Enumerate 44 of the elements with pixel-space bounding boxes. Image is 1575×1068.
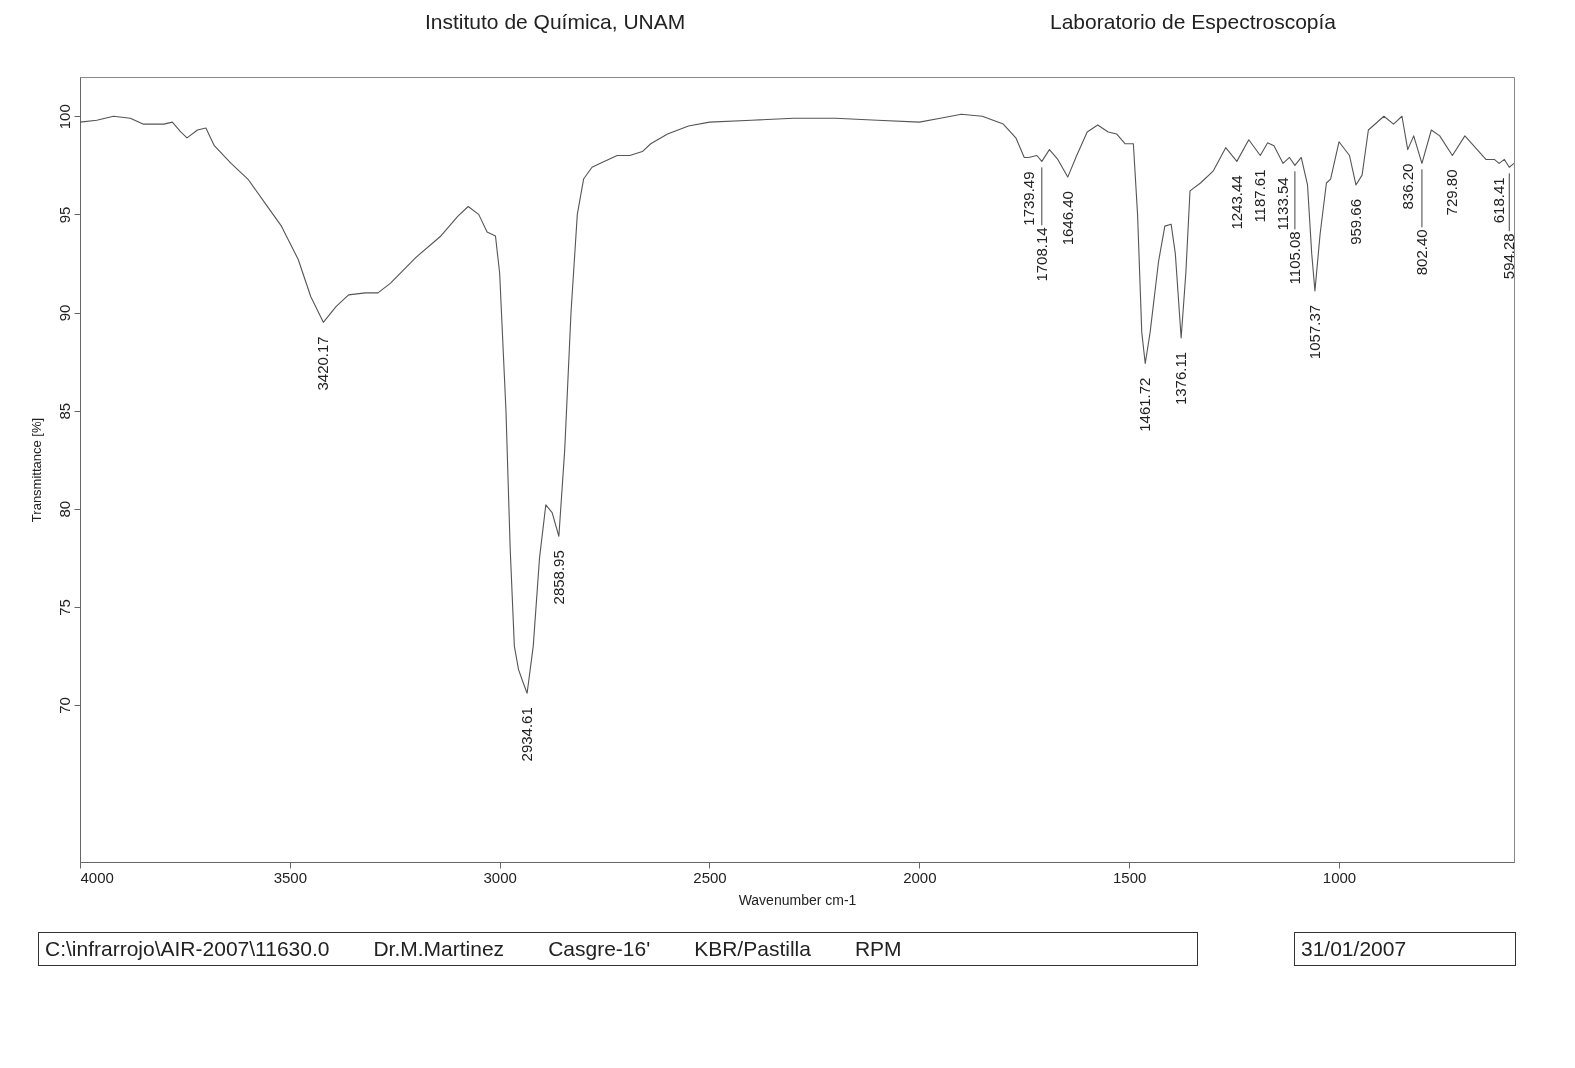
text: C:\infrarrojo\AIR-2007\11630.0 bbox=[45, 937, 330, 961]
y-axis-title: Transmittance [%] bbox=[28, 417, 44, 523]
text: Dr.M.Martinez bbox=[373, 937, 505, 961]
x-tick-label: 3500 bbox=[273, 868, 308, 886]
text: Casgre-16' bbox=[548, 937, 651, 961]
x-axis-title: Wavenumber cm-1 bbox=[738, 891, 857, 908]
annotation: 1739.49 bbox=[1019, 171, 1037, 226]
y-tick-label: 75 bbox=[55, 599, 73, 616]
annotation: 1105.08 bbox=[1285, 231, 1303, 285]
annotation: 618.41 bbox=[1490, 177, 1508, 224]
annotation: 1376.11 bbox=[1172, 352, 1190, 406]
y-tick-label: 100 bbox=[55, 104, 73, 130]
x-tick-label: 3000 bbox=[483, 868, 517, 886]
y-tick-label: 90 bbox=[55, 304, 73, 322]
annotation: 729.80 bbox=[1443, 169, 1461, 216]
annotation: 1461.72 bbox=[1136, 377, 1154, 432]
annotation: 1708.14 bbox=[1032, 227, 1050, 282]
annotation: 802.40 bbox=[1412, 229, 1430, 276]
x-tick-label: 2000 bbox=[903, 868, 937, 886]
annotation: 594.28 bbox=[1500, 233, 1518, 280]
y-tick-label: 95 bbox=[55, 206, 73, 224]
y-tick-label: 85 bbox=[55, 402, 73, 420]
annotation: 3420.17 bbox=[314, 336, 332, 391]
chart-subtitle: Laboratorio de Espectroscopía bbox=[1050, 10, 1337, 34]
text: 31/01/2007 bbox=[1301, 937, 1407, 961]
annotation: 1243.44 bbox=[1227, 175, 1245, 230]
annotation: 2858.95 bbox=[549, 550, 567, 605]
annotation: 1646.40 bbox=[1058, 191, 1076, 246]
annotation: 836.20 bbox=[1398, 163, 1416, 210]
line-series bbox=[80, 113, 1514, 694]
chart-title: Instituto de Química, UNAM bbox=[425, 10, 686, 34]
y-tick-label: 80 bbox=[55, 500, 73, 518]
annotation: 1057.37 bbox=[1305, 304, 1323, 360]
annotation: 1187.61 bbox=[1251, 169, 1269, 223]
text: RPM bbox=[854, 937, 902, 961]
annotation: 2934.61 bbox=[518, 707, 536, 762]
x-tick-label: 4000 bbox=[80, 868, 114, 886]
annotation: 1133.54 bbox=[1273, 177, 1291, 231]
x-tick-label: 1500 bbox=[1112, 868, 1147, 886]
text: KBR/Pastilla bbox=[694, 937, 811, 961]
annotation: 959.66 bbox=[1346, 198, 1364, 245]
x-tick-label: 1000 bbox=[1322, 868, 1357, 886]
y-tick-label: 70 bbox=[55, 697, 73, 714]
x-tick-label: 2500 bbox=[693, 868, 727, 886]
